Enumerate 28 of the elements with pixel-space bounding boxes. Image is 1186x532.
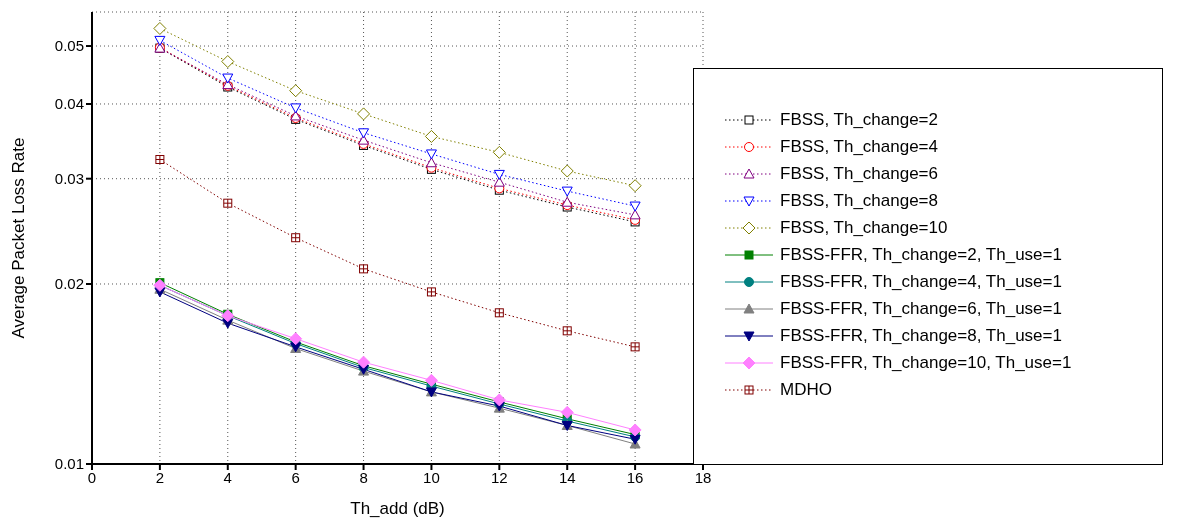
x-tick-label: 18 (694, 468, 712, 486)
legend-label: MDHO (780, 380, 832, 400)
x-tick-label: 6 (291, 468, 300, 486)
legend-label: FBSS-FFR, Th_change=10, Th_use=1 (780, 353, 1072, 373)
legend-label: FBSS-FFR, Th_change=6, Th_use=1 (780, 299, 1062, 319)
x-tick-label: 0 (87, 468, 97, 486)
x-tick-label: 14 (558, 468, 576, 486)
y-tick-label: 0.05 (54, 37, 84, 55)
legend-label: FBSS, Th_change=8 (780, 191, 938, 211)
y-tick-label: 0.04 (54, 95, 84, 113)
x-tick-label: 2 (155, 468, 165, 486)
legend-label: FBSS-FFR, Th_change=8, Th_use=1 (780, 326, 1062, 346)
x-tick-label: 8 (359, 468, 368, 486)
legend-label: FBSS-FFR, Th_change=2, Th_use=1 (780, 245, 1062, 265)
x-tick-label: 16 (626, 468, 644, 486)
x-tick-label: 12 (490, 468, 508, 486)
y-tick-label: 0.03 (54, 170, 84, 188)
legend-label: FBSS, Th_change=2 (780, 110, 938, 130)
y-tick-label: 0.01 (54, 455, 84, 473)
legend-label: FBSS, Th_change=10 (780, 218, 948, 238)
y-axis-title: Average Packet Loss Rate (9, 137, 29, 339)
legend-label: FBSS, Th_change=6 (780, 164, 938, 184)
legend-label: FBSS-FFR, Th_change=4, Th_use=1 (780, 272, 1062, 292)
y-tick-label: 0.02 (54, 275, 84, 293)
legend-label: FBSS, Th_change=4 (780, 137, 938, 157)
x-tick-label: 4 (223, 468, 232, 486)
x-axis-title: Th_add (dB) (350, 499, 445, 518)
x-tick-label: 10 (423, 468, 440, 486)
